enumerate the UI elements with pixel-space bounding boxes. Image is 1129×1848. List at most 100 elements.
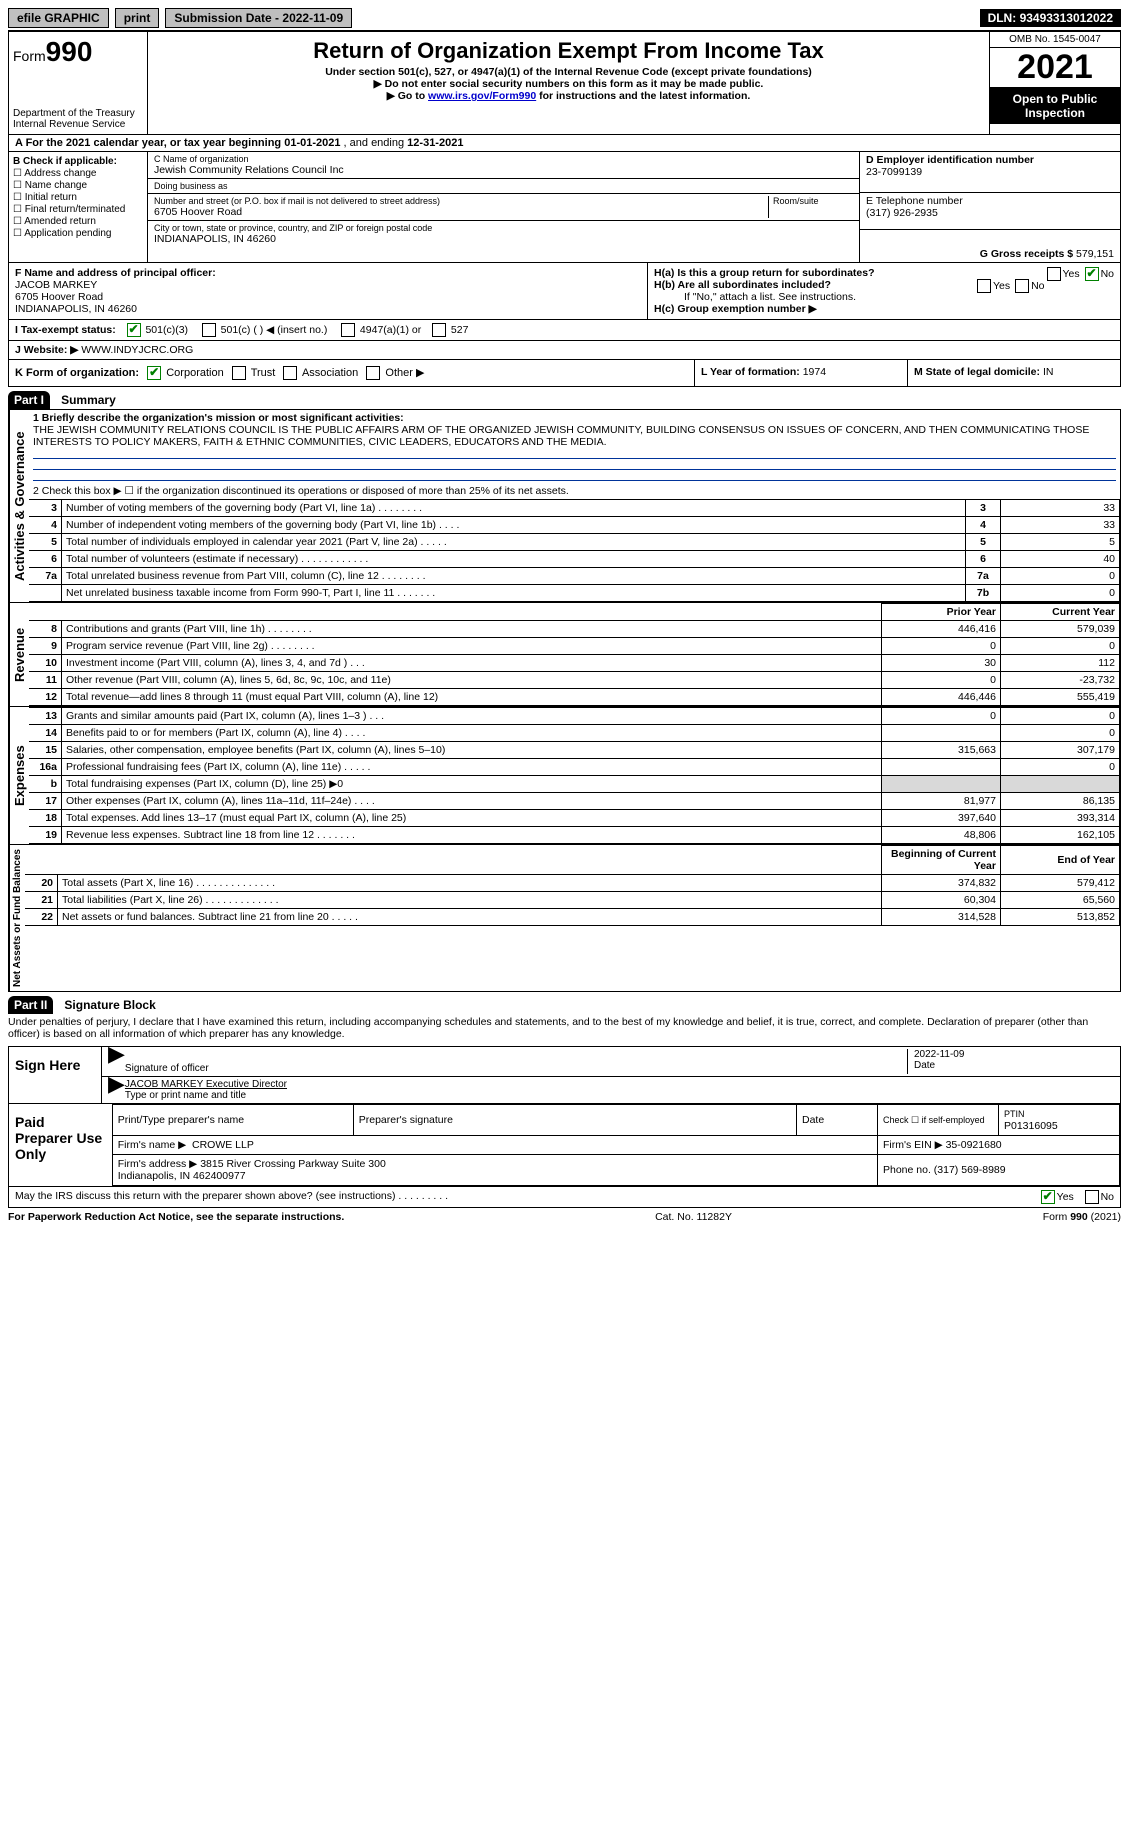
ha-no-checkbox[interactable]: ✔ (1085, 267, 1099, 281)
officer-addr2: INDIANAPOLIS, IN 46260 (15, 303, 137, 315)
row-text: Professional fundraising fees (Part IX, … (62, 759, 882, 776)
part1-body: Activities & Governance 1 Briefly descri… (8, 409, 1121, 603)
f-label: F Name and address of principal officer: (15, 267, 216, 279)
row-value: 40 (1001, 551, 1120, 568)
row-j-website: J Website: ▶ WWW.INDYJCRC.ORG (8, 341, 1121, 360)
table-row: 20Total assets (Part X, line 16) . . . .… (25, 875, 1120, 892)
part1-badge: Part I (8, 391, 50, 409)
hb-no-checkbox[interactable] (1015, 279, 1029, 293)
chk-final-return[interactable]: ☐ Final return/terminated (13, 204, 143, 215)
table-row: 19Revenue less expenses. Subtract line 1… (29, 827, 1120, 844)
chk-name-change[interactable]: ☐ Name change (13, 180, 143, 191)
form-title: Return of Organization Exempt From Incom… (154, 38, 983, 64)
ha-label: H(a) Is this a group return for subordin… (654, 267, 875, 279)
sig-officer-row: ▶ Signature of officer 2022-11-09 Date (102, 1047, 1120, 1077)
beginning-year-value: 314,528 (882, 909, 1001, 926)
row-box-label: 3 (966, 500, 1001, 517)
current-year-value: 162,105 (1001, 827, 1120, 844)
prep-name-label: Print/Type preparer's name (112, 1105, 353, 1136)
dept-treasury: Department of the Treasury (13, 108, 143, 119)
table-row: 15Salaries, other compensation, employee… (29, 742, 1120, 759)
k-trust-checkbox[interactable] (232, 366, 246, 380)
form-number: Form990 (13, 36, 143, 68)
current-year-value (1001, 776, 1120, 793)
print-button[interactable]: print (115, 8, 160, 28)
form-header: Form990 Department of the Treasury Inter… (8, 30, 1121, 135)
may-no-checkbox[interactable] (1085, 1190, 1099, 1204)
col-deg: D Employer identification number 23-7099… (859, 152, 1120, 262)
chk-amended-return[interactable]: ☐ Amended return (13, 216, 143, 227)
prior-year-value: 446,446 (882, 689, 1001, 706)
mission-underline (33, 470, 1116, 481)
i-501c3-checkbox[interactable]: ✔ (127, 323, 141, 337)
table-row: 21Total liabilities (Part X, line 26) . … (25, 892, 1120, 909)
row-i-tax-exempt: I Tax-exempt status: ✔ 501(c)(3) 501(c) … (8, 320, 1121, 341)
col-b-title: B Check if applicable: (13, 156, 117, 167)
chk-initial-return[interactable]: ☐ Initial return (13, 192, 143, 203)
city-cell: City or town, state or province, country… (148, 221, 859, 247)
l-label: L Year of formation: (701, 366, 803, 378)
beginning-year-value: 60,304 (882, 892, 1001, 909)
chk-application-pending[interactable]: ☐ Application pending (13, 228, 143, 239)
omb-number: OMB No. 1545-0047 (990, 32, 1120, 48)
current-year-value: 393,314 (1001, 810, 1120, 827)
d-ein-cell: D Employer identification number 23-7099… (860, 152, 1120, 193)
row-num: 5 (29, 534, 62, 551)
activities-governance-label: Activities & Governance (9, 410, 29, 602)
hb-label: H(b) Are all subordinates included? (654, 279, 831, 291)
subtitle-2: ▶ Do not enter social security numbers o… (154, 78, 983, 90)
chk-address-change[interactable]: ☐ Address change (13, 168, 143, 179)
k-corporation-checkbox[interactable]: ✔ (147, 366, 161, 380)
row-box-label: 7b (966, 585, 1001, 602)
row-value: 33 (1001, 517, 1120, 534)
i-4947-checkbox[interactable] (341, 323, 355, 337)
revenue-label: Revenue (9, 603, 29, 706)
e-phone-cell: E Telephone number (317) 926-2935 (860, 193, 1120, 230)
row-box-label: 5 (966, 534, 1001, 551)
addr-cell: Number and street (or P.O. box if mail i… (148, 194, 859, 221)
col-c: C Name of organization Jewish Community … (148, 152, 859, 262)
i-label: I Tax-exempt status: (15, 324, 116, 336)
hb-yes-checkbox[interactable] (977, 279, 991, 293)
row-box-label: 7a (966, 568, 1001, 585)
ha-yes-checkbox[interactable] (1047, 267, 1061, 281)
prior-year-value: 48,806 (882, 827, 1001, 844)
may-yes-checkbox[interactable]: ✔ (1041, 1190, 1055, 1204)
footer-cat-no: Cat. No. 11282Y (655, 1211, 732, 1223)
i-501c-checkbox[interactable] (202, 323, 216, 337)
row-num: 20 (25, 875, 58, 892)
ptin-value: P01316095 (1004, 1120, 1058, 1132)
expenses-label: Expenses (9, 707, 29, 844)
sub3-pre: ▶ Go to (387, 90, 428, 102)
gross-receipts-value: 579,151 (1076, 248, 1114, 260)
prep-date-label: Date (797, 1105, 878, 1136)
org-name: Jewish Community Relations Council Inc (154, 164, 853, 176)
row-a-end: 12-31-2021 (407, 137, 463, 149)
top-bar: efile GRAPHIC print Submission Date - 20… (8, 8, 1121, 28)
k-association-checkbox[interactable] (283, 366, 297, 380)
sig-officer-label: Signature of officer (125, 1063, 209, 1074)
row-num: 17 (29, 793, 62, 810)
form990-link[interactable]: www.irs.gov/Form990 (428, 90, 536, 102)
current-year-value: 0 (1001, 759, 1120, 776)
row-num: 19 (29, 827, 62, 844)
end-year-value: 65,560 (1001, 892, 1120, 909)
mission-underline (33, 448, 1116, 459)
paid-preparer-label: Paid Preparer Use Only (9, 1104, 112, 1186)
row-text: Salaries, other compensation, employee b… (62, 742, 882, 759)
ein-value: 23-7099139 (866, 166, 922, 178)
row-text: Total unrelated business revenue from Pa… (62, 568, 966, 585)
table-row: 16aProfessional fundraising fees (Part I… (29, 759, 1120, 776)
firm-addr-label: Firm's address ▶ (118, 1158, 198, 1170)
end-year-value: 513,852 (1001, 909, 1120, 926)
q1: 1 Briefly describe the organization's mi… (29, 410, 1120, 483)
dba-label: Doing business as (154, 181, 853, 191)
table-row: 4Number of independent voting members of… (29, 517, 1120, 534)
section-bcd: B Check if applicable: ☐ Address change … (8, 152, 1121, 263)
k-other-checkbox[interactable] (366, 366, 380, 380)
i-527-checkbox[interactable] (432, 323, 446, 337)
tax-year: 2021 (990, 48, 1120, 88)
preparer-row-1: Print/Type preparer's name Preparer's si… (112, 1105, 1119, 1136)
g-label: G Gross receipts $ (980, 248, 1076, 260)
row-a-tax-year: A For the 2021 calendar year, or tax yea… (8, 135, 1121, 152)
